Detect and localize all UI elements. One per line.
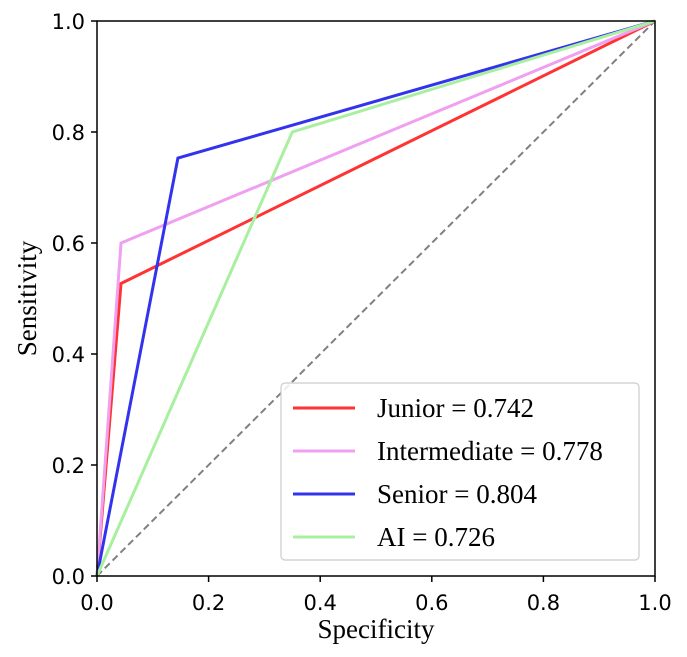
plot-lines [95, 19, 656, 577]
x-tick-label: 0.0 [80, 591, 113, 615]
axis-ticks: 0.0 0.2 0.4 0.6 0.8 1.0 0.0 0.2 0.4 0.6 0.8 1.0 [52, 10, 672, 615]
x-tick-label: 0.2 [192, 591, 225, 615]
series-line-3 [95, 19, 656, 577]
series-line-1 [95, 19, 656, 577]
y-tick-label: 0.2 [52, 454, 85, 478]
legend-label: Intermediate = 0.778 [377, 436, 603, 466]
x-axis-label: Specificity [318, 614, 435, 644]
legend-label: Junior = 0.742 [377, 393, 534, 423]
y-tick-label: 0.6 [52, 232, 85, 256]
y-tick-label: 1.0 [52, 10, 85, 34]
x-tick-label: 0.8 [527, 591, 560, 615]
legend: Junior = 0.742 Intermediate = 0.778 Senior… [280, 382, 640, 561]
legend-label: Senior = 0.804 [377, 479, 537, 509]
legend-label: AI = 0.726 [377, 522, 495, 552]
plot-frame [96, 20, 656, 577]
y-tick-label: 0.0 [52, 565, 85, 589]
y-axis-label: Sensitivity [12, 240, 42, 356]
x-tick-label: 0.4 [303, 591, 336, 615]
y-tick-label: 0.4 [52, 343, 85, 367]
x-tick-label: 1.0 [638, 591, 671, 615]
reference-diagonal-line [96, 20, 656, 577]
series-line-2 [95, 19, 656, 577]
legend-box [280, 382, 640, 561]
x-tick-label: 0.6 [415, 591, 448, 615]
y-tick-label: 0.8 [52, 121, 85, 145]
